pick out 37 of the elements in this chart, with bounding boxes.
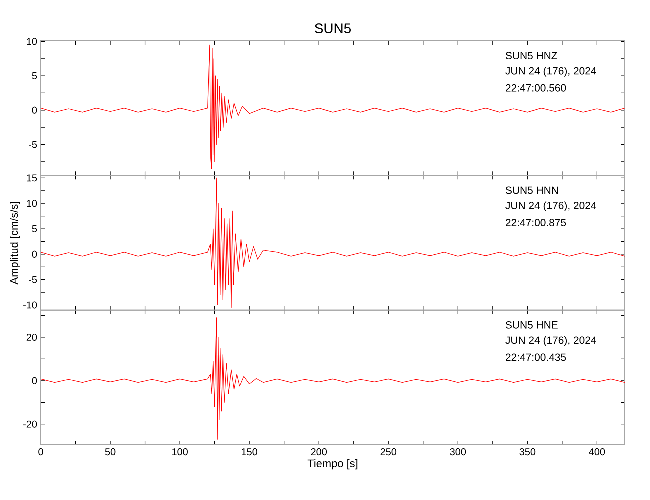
y-tick-label: 0 bbox=[32, 250, 38, 258]
y-tick-label: 0 bbox=[32, 377, 38, 384]
y-tick-label: 20 bbox=[26, 334, 38, 342]
x-tick-label: 250 bbox=[380, 448, 397, 456]
x-tick-label: 50 bbox=[105, 448, 116, 456]
annotation: SUN5 HNE bbox=[506, 321, 558, 329]
y-tick-label: -5 bbox=[29, 276, 38, 284]
y-tick-label: -5 bbox=[29, 141, 38, 148]
annotation: SUN5 HNN bbox=[506, 186, 558, 194]
annotation: 22:47:00.875 bbox=[506, 219, 566, 227]
y-tick-label: 5 bbox=[32, 226, 38, 232]
y-tick-label: 10 bbox=[27, 38, 38, 46]
annotation: 22:47:00.560 bbox=[506, 84, 566, 92]
y-tick-label: 5 bbox=[32, 72, 38, 80]
x-axis-title: Tiempo [s] bbox=[308, 459, 358, 470]
annotation: JUN 24 (176), 2024 bbox=[506, 336, 596, 346]
x-tick-label: 400 bbox=[589, 448, 606, 456]
y-tick-label: 0 bbox=[32, 106, 38, 114]
y-axis-title: Amplitud [cm/s/s] bbox=[10, 202, 20, 285]
y-tick-label: 15 bbox=[27, 174, 38, 182]
x-tick-label: 300 bbox=[450, 448, 466, 456]
x-tick-label: 350 bbox=[520, 448, 536, 456]
chart-title: SUN5 bbox=[315, 24, 352, 34]
line-series bbox=[41, 318, 625, 440]
y-tick-label: -20 bbox=[24, 420, 38, 428]
annotation: JUN 24 (176), 2024 bbox=[506, 67, 596, 77]
x-tick-label: 100 bbox=[172, 448, 188, 456]
y-tick-label: 10 bbox=[27, 200, 38, 208]
annotation: JUN 24 (176), 2024 bbox=[506, 202, 596, 212]
annotation: 22:47:00.435 bbox=[506, 354, 566, 362]
x-tick-label: 150 bbox=[242, 448, 258, 456]
x-tick-label: 0 bbox=[38, 448, 44, 456]
line-series bbox=[41, 178, 625, 308]
line-series bbox=[41, 44, 625, 170]
x-tick-label: 200 bbox=[311, 448, 328, 456]
y-tick-label: -10 bbox=[24, 302, 38, 309]
annotation: SUN5 HNZ bbox=[506, 52, 558, 60]
